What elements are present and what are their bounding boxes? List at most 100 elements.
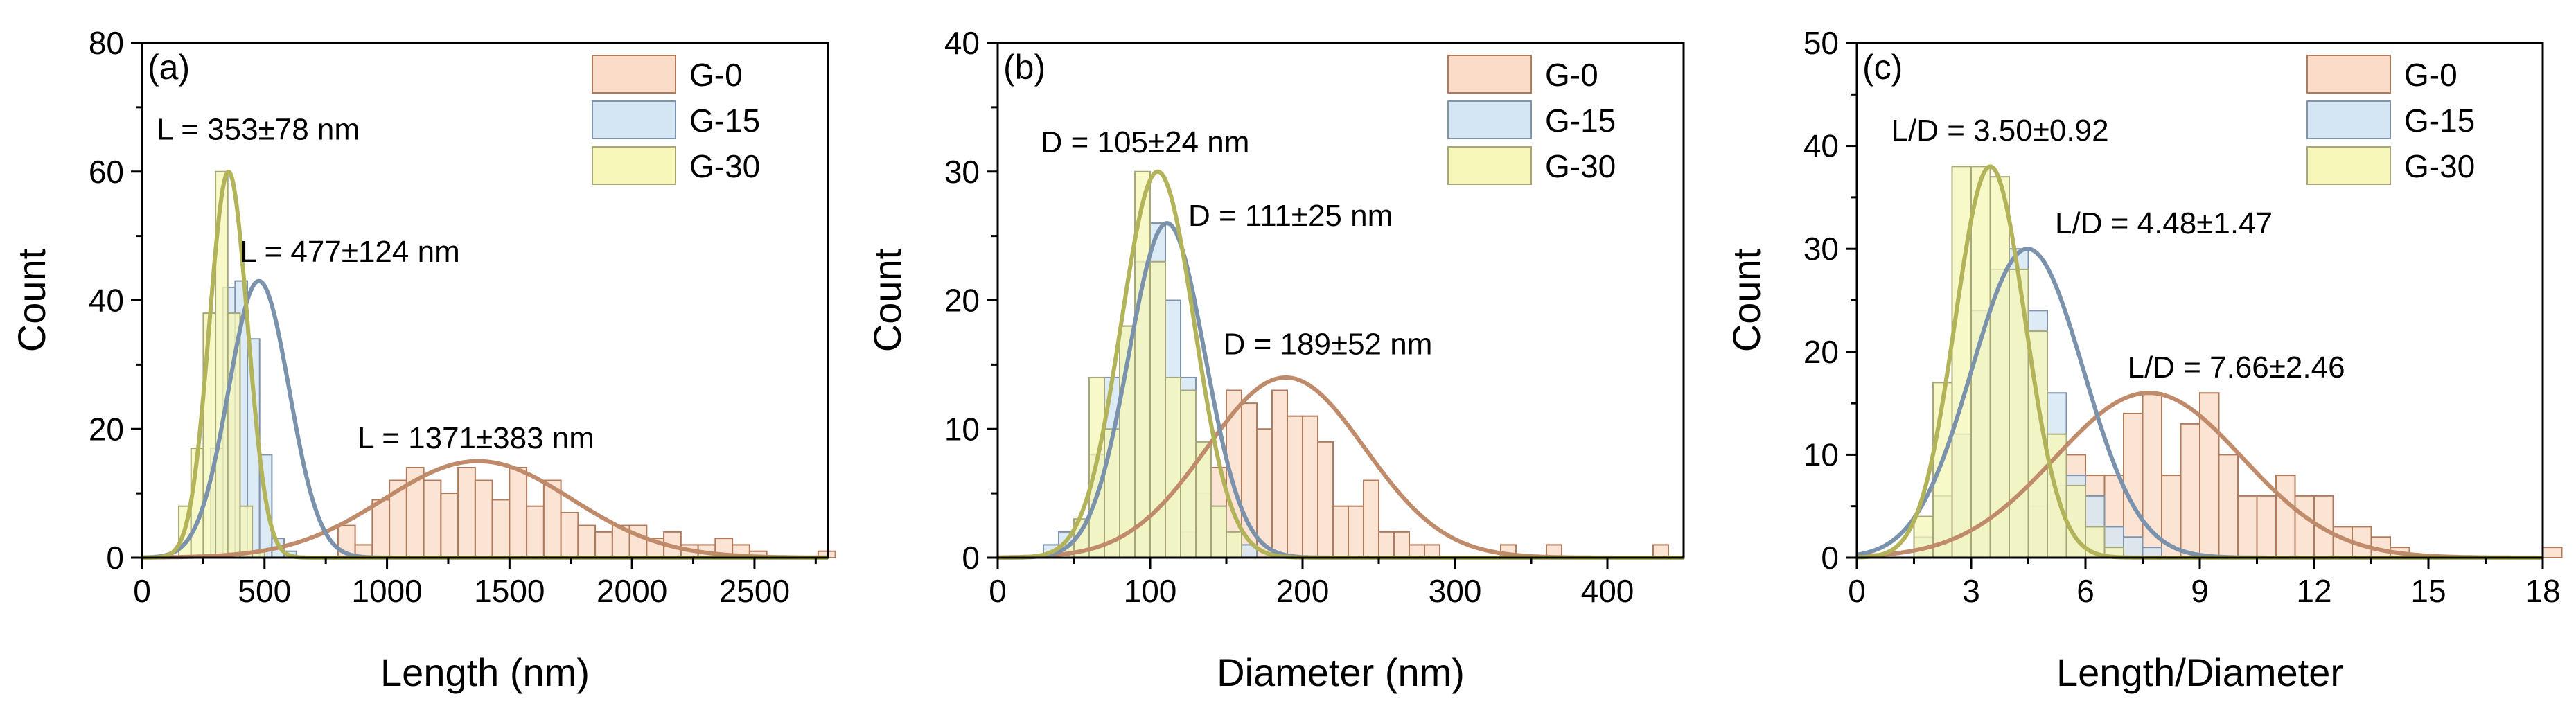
panel-aspect-ratio-histogram: 0 3 6 9 12 15 18 0 10 20 30 40 50 Length/Diameter Coun… bbox=[1724, 25, 2563, 694]
histogram-bar bbox=[509, 466, 528, 558]
x-tick-label: 0 bbox=[1848, 573, 1866, 609]
histogram-bar bbox=[202, 312, 217, 558]
y-tick-label: 80 bbox=[89, 25, 124, 61]
histogram-bar bbox=[457, 466, 476, 558]
histogram-bar bbox=[2294, 495, 2315, 559]
histogram-bar bbox=[1989, 176, 2010, 558]
fit-annotation: D = 105±24 nm bbox=[1041, 125, 1250, 159]
y-axis-title: Count bbox=[1724, 248, 1768, 352]
x-tick-label: 3 bbox=[1962, 573, 1980, 609]
histogram-bar bbox=[1165, 376, 1181, 558]
fit-annotation: L/D = 4.48±1.47 bbox=[2055, 206, 2273, 240]
x-tick-label: 400 bbox=[1581, 573, 1634, 609]
legend-swatch bbox=[2306, 146, 2391, 185]
histogram-bar bbox=[491, 499, 511, 558]
legend-label: G-0 bbox=[2404, 57, 2458, 93]
x-tick-label: 9 bbox=[2191, 573, 2209, 609]
histogram-bar bbox=[1332, 505, 1349, 559]
x-tick-label: 300 bbox=[1429, 573, 1482, 609]
y-tick-label: 10 bbox=[944, 411, 980, 447]
legend-item-g-0: G-0 bbox=[2306, 55, 2458, 94]
legend-label: G-0 bbox=[1545, 57, 1598, 93]
x-tick-label: 2500 bbox=[719, 573, 790, 609]
histogram-bar bbox=[1363, 479, 1379, 558]
fit-annotation: L/D = 3.50±0.92 bbox=[1891, 114, 2109, 148]
legend-item-g-0: G-0 bbox=[1447, 55, 1598, 94]
series-g-30-bars bbox=[1058, 170, 1242, 559]
panel-label: (c) bbox=[1862, 48, 1903, 87]
y-tick-label: 30 bbox=[944, 154, 980, 190]
legend-swatch bbox=[1447, 55, 1532, 94]
histogram-bar bbox=[423, 479, 442, 558]
legend-swatch bbox=[1447, 100, 1532, 139]
fit-annotation: D = 189±52 nm bbox=[1224, 328, 1433, 362]
x-tick-label: 18 bbox=[2525, 573, 2560, 609]
histogram-bar bbox=[2275, 475, 2296, 558]
histogram-bar bbox=[1378, 531, 1395, 558]
histogram-bar bbox=[1317, 441, 1334, 559]
fit-annotation: L = 477±124 nm bbox=[240, 235, 459, 269]
histogram-bar bbox=[474, 479, 493, 558]
histogram-bar bbox=[526, 505, 545, 559]
x-axis-title: Diameter (nm) bbox=[1217, 650, 1465, 694]
histogram-bar bbox=[1932, 382, 1953, 558]
panel-label: (b) bbox=[1003, 48, 1046, 87]
y-tick-label: 20 bbox=[89, 411, 124, 447]
histogram-bar bbox=[628, 524, 648, 558]
x-tick-label: 1500 bbox=[474, 573, 545, 609]
panel-diameter-histogram: 0 100 200 300 400 0 10 20 30 40 Diameter (nm) Count… bbox=[865, 25, 1685, 694]
histogram-bar bbox=[1287, 415, 1303, 558]
x-tick-label: 12 bbox=[2296, 573, 2331, 609]
legend-item-g-15: G-15 bbox=[1447, 100, 1616, 139]
y-tick-label: 40 bbox=[944, 25, 980, 61]
panel-length-histogram: 0 500 1000 1500 2000 2500 0 20 40 60 80 Length (nm)… bbox=[10, 25, 836, 694]
fit-curve-g-0 bbox=[141, 459, 829, 560]
histogram-bar bbox=[1393, 531, 1410, 558]
y-tick-label: 0 bbox=[106, 540, 124, 576]
histogram-bar bbox=[577, 524, 597, 558]
y-tick-label: 10 bbox=[1803, 436, 1839, 472]
x-tick-label: 15 bbox=[2410, 573, 2446, 609]
histogram-bar bbox=[1302, 415, 1318, 558]
fit-annotation: L = 1371±383 nm bbox=[358, 421, 594, 455]
legend-label: G-30 bbox=[2404, 148, 2475, 184]
y-tick-label: 30 bbox=[1803, 231, 1839, 267]
legend-swatch bbox=[2306, 55, 2391, 94]
x-tick-label: 6 bbox=[2076, 573, 2094, 609]
histogram-bar bbox=[2123, 536, 2144, 559]
legend-label: G-30 bbox=[689, 148, 760, 184]
legend-swatch bbox=[1447, 146, 1532, 185]
series-g-30-bars bbox=[178, 170, 265, 559]
y-tick-label: 40 bbox=[1803, 128, 1839, 164]
histogram-bar bbox=[542, 479, 562, 558]
histogram-bar bbox=[594, 531, 613, 558]
histogram-bar bbox=[1210, 505, 1227, 559]
y-axis-title: Count bbox=[865, 248, 909, 352]
y-tick-label: 50 bbox=[1803, 25, 1839, 61]
histogram-bar bbox=[239, 505, 254, 559]
fit-annotation: L = 353±78 nm bbox=[157, 112, 360, 146]
histogram-bar bbox=[2237, 495, 2258, 559]
x-tick-label: 100 bbox=[1124, 573, 1177, 609]
legend-swatch bbox=[592, 100, 676, 139]
legend-item-g-30: G-30 bbox=[592, 146, 760, 185]
legend-item-g-15: G-15 bbox=[2306, 100, 2475, 139]
legend-label: G-15 bbox=[2404, 103, 2475, 139]
x-tick-label: 500 bbox=[238, 573, 291, 609]
histogram-bar bbox=[371, 499, 391, 558]
legend-swatch bbox=[2306, 100, 2391, 139]
legend-label: G-0 bbox=[689, 57, 743, 93]
legend-swatch bbox=[592, 146, 676, 185]
x-tick-label: 200 bbox=[1276, 573, 1330, 609]
histogram-bar bbox=[2180, 423, 2200, 558]
legend-item-g-30: G-30 bbox=[2306, 146, 2475, 185]
y-tick-label: 20 bbox=[1803, 334, 1839, 370]
y-tick-label: 40 bbox=[89, 283, 124, 319]
y-axis-title: Count bbox=[10, 248, 53, 352]
y-tick-label: 0 bbox=[1821, 540, 1839, 576]
fit-annotation: L/D = 7.66±2.46 bbox=[2128, 351, 2345, 384]
legend-label: G-15 bbox=[689, 103, 760, 139]
x-axis-title: Length (nm) bbox=[380, 650, 590, 694]
histogram-bar bbox=[560, 511, 579, 558]
